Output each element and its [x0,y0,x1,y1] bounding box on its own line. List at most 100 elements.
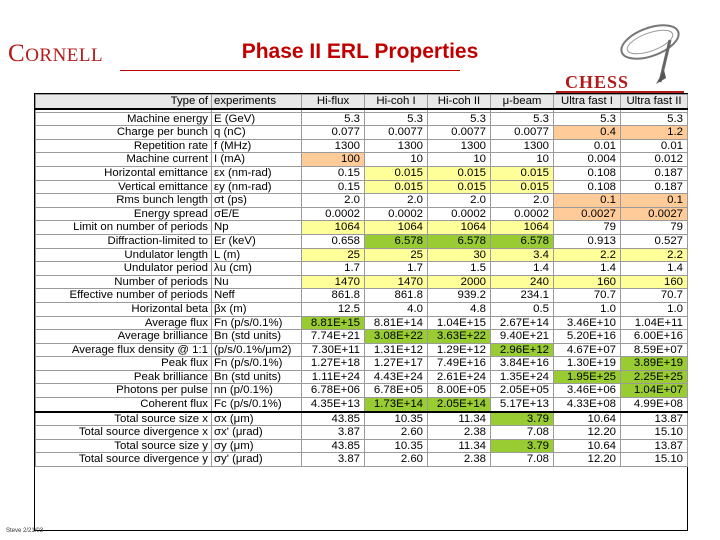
chess-underline [556,91,684,93]
value-cell: 3.89E+19 [620,356,688,371]
row-label: Average flux [35,315,212,331]
value-cell: 79 [553,220,621,235]
value-cell: 70.7 [553,288,621,303]
row-symbol: σy' (μrad) [211,452,302,468]
value-cell: 1470 [364,274,428,290]
value-cell: 8.59E+07 [620,342,688,358]
table-row: Effective number of periods Neff 861.8 861.… [35,288,688,303]
row-label: Average flux density @ 1:1 [35,342,212,358]
row-symbol: Fc (p/s/0.1%) [211,397,302,413]
value-cell: 1.31E+12 [364,342,428,358]
row-symbol: εy (nm-rad) [211,179,302,195]
value-cell: 2.67E+14 [490,315,554,331]
value-cell: 2.25E+25 [620,369,688,385]
value-cell: 9.40E+21 [490,329,554,344]
value-cell: 3.87 [301,452,365,468]
value-cell: 43.85 [301,411,365,427]
value-cell: 2.05E+14 [427,397,491,413]
value-cell: 4.0 [364,301,428,317]
row-label: Repetition rate [35,138,212,154]
value-cell: 0.0027 [553,206,621,222]
value-cell: 240 [490,274,554,290]
column-header-experiments: experiments [211,93,302,110]
value-cell: 25 [301,247,365,263]
value-cell: 1064 [364,220,428,235]
value-cell: 10 [364,152,428,167]
value-cell: 43.85 [301,438,365,454]
value-cell: 6.78E+05 [364,383,428,399]
value-cell: 0.015 [427,165,491,181]
row-label: Total source divergence y [35,452,212,468]
value-cell: 0.0002 [490,206,554,222]
value-cell: 10.64 [553,411,621,427]
table-row: Rms bunch length σt (ps) 2.0 2.0 2.0 2.0 0.1 0.… [35,193,688,208]
row-label: Photons per pulse [35,383,212,399]
column-header-hi-coh-ii: Hi-coh II [427,93,491,110]
value-cell: 0.913 [553,233,621,249]
value-cell: 13.87 [620,411,688,427]
row-symbol: Nu [211,274,302,290]
value-cell: 1.29E+12 [427,342,491,358]
value-cell: 8.81E+14 [364,315,428,331]
value-cell: 1300 [301,138,365,154]
value-cell: 0.01 [620,138,688,154]
value-cell: 4.99E+08 [620,397,688,413]
value-cell: 2.61E+24 [427,369,491,385]
value-cell: 11.34 [427,411,491,427]
row-label: Total source size x [35,411,212,427]
table-row: Peak flux Fn (p/s/0.1%) 1.27E+18 1.27E+17 7.… [35,356,688,371]
value-cell: 3.84E+16 [490,356,554,371]
row-label: Charge per bunch [35,125,212,140]
value-cell: 0.4 [553,125,621,140]
value-cell: 5.3 [553,111,621,127]
row-symbol: Bn (std units) [211,369,302,385]
value-cell: 15.10 [620,425,688,440]
table-row: Photons per pulse nn (p/0.1%) 6.78E+06 6.78… [35,383,688,399]
value-cell: 4.67E+07 [553,342,621,358]
value-cell: 1064 [427,220,491,235]
value-cell: 13.87 [620,438,688,454]
row-symbol: Np [211,220,302,235]
value-cell: 0.01 [553,138,621,154]
value-cell: 1.35E+24 [490,369,554,385]
value-cell: 5.3 [364,111,428,127]
value-cell: 2.96E+12 [490,342,554,358]
value-cell: 8.81E+15 [301,315,365,331]
table-row: Average flux Fn (p/s/0.1%) 8.81E+15 8.81E+1… [35,315,688,331]
value-cell: 0.108 [553,179,621,195]
column-header-ultra-fast-ii: Ultra fast II [620,93,688,110]
value-cell: 12.20 [553,425,621,440]
row-symbol: σx (μm) [211,411,302,427]
row-symbol: βx (m) [211,301,302,317]
value-cell: 1.4 [490,261,554,276]
row-label: Horizontal emittance [35,165,212,181]
value-cell: 2.0 [364,193,428,208]
value-cell: 7.30E+11 [301,342,365,358]
value-cell: 12.5 [301,301,365,317]
value-cell: 6.578 [427,233,491,249]
row-symbol: σx' (μrad) [211,425,302,440]
row-label: Diffraction-limited to [35,233,212,249]
row-label: Horizontal beta [35,301,212,317]
table-row: Machine current I (mA) 100 10 10 10 0.004 0.012 [35,152,688,167]
value-cell: 2.38 [427,452,491,468]
value-cell: 25 [364,247,428,263]
value-cell: 3.87 [301,425,365,440]
value-cell: 3.79 [490,438,554,454]
row-label: Undulator period [35,261,212,276]
page-title: Phase II ERL Properties [241,40,479,63]
value-cell: 0.187 [620,179,688,195]
value-cell: 3.4 [490,247,554,263]
table-row: Horizontal beta βx (m) 12.5 4.0 4.8 0.5 1.0 1.0 [35,301,688,317]
row-label: Total source divergence x [35,425,212,440]
value-cell: 2.60 [364,425,428,440]
row-label: Peak brilliance [35,369,212,385]
value-cell: 1300 [364,138,428,154]
value-cell: 3.46E+10 [553,315,621,331]
table-row: Average flux density @ 1:1 (p/s/0.1%/μm2)… [35,342,688,358]
value-cell: 0.015 [364,179,428,195]
value-cell: 160 [620,274,688,290]
value-cell: 2000 [427,274,491,290]
value-cell: 5.20E+16 [553,329,621,344]
value-cell: 3.46E+06 [553,383,621,399]
